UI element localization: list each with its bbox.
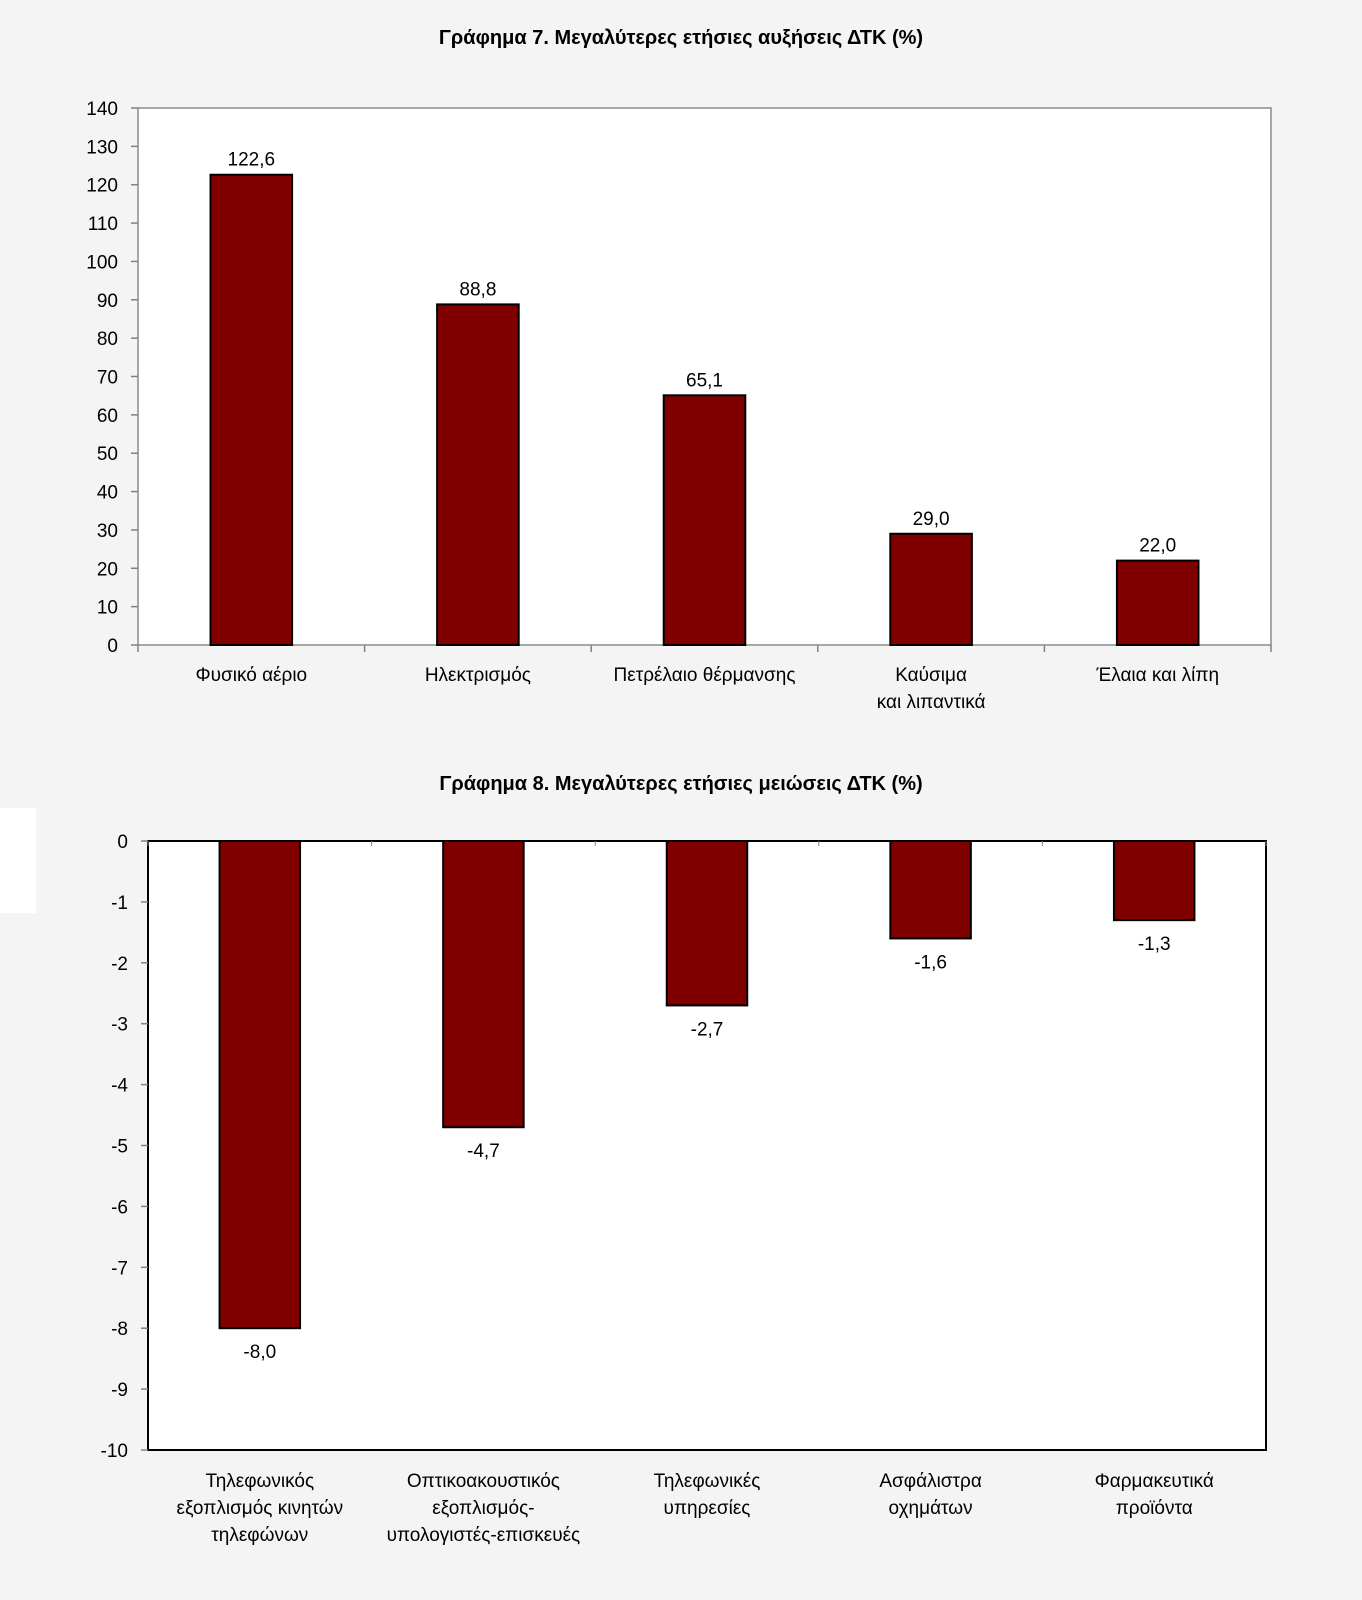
chart-7-y-tick-label: 130 bbox=[86, 137, 118, 158]
chart-8-y-tick-label: -1 bbox=[111, 893, 128, 914]
chart-8-category-label: Φαρμακευτικά προϊόντα bbox=[1095, 1471, 1214, 1519]
chart-7-y-tick-label: 40 bbox=[97, 483, 118, 504]
chart-7-y-tick-label: 110 bbox=[88, 214, 118, 235]
chart-8-y-tick-label: -10 bbox=[101, 1441, 128, 1462]
chart-7-bar bbox=[209, 173, 294, 646]
chart-8-data-label: -1,6 bbox=[914, 952, 947, 973]
chart-8-y-tick-label: -4 bbox=[111, 1076, 128, 1097]
chart-8-category-label-line: εξοπλισμός κινητών bbox=[176, 1498, 343, 1519]
chart-7-category-label-line: Φυσικό αέριο bbox=[195, 665, 307, 686]
chart-8-category-label-line: υπηρεσίες bbox=[664, 1498, 751, 1519]
chart-8-bar bbox=[889, 840, 972, 940]
chart-7-category-label-line: Καύσιμα bbox=[895, 665, 967, 686]
chart-7-category-label: Καύσιμα και λιπαντικά bbox=[877, 665, 986, 713]
chart-7-y-tick-label: 80 bbox=[97, 329, 118, 350]
chart-7-y-tick-label: 120 bbox=[86, 176, 118, 197]
chart-8-y-tick-label: -9 bbox=[111, 1380, 128, 1401]
chart-7-data-label: 65,1 bbox=[686, 370, 723, 391]
chart-7-y-tick-label: 0 bbox=[107, 636, 118, 657]
chart-8-category-label: Ασφάλιστρα οχημάτων bbox=[879, 1471, 981, 1519]
chart-7-y-tick-label: 140 bbox=[86, 99, 118, 120]
chart-8-y-tick-label: -2 bbox=[111, 954, 128, 975]
chart-7-data-label: 122,6 bbox=[228, 150, 276, 171]
chart-8-y-tick-label: -8 bbox=[111, 1319, 128, 1340]
chart-7-data-label: 88,8 bbox=[459, 279, 496, 300]
chart-7-bar bbox=[889, 532, 973, 646]
chart-8-bar bbox=[442, 840, 525, 1129]
chart-8-category-label-line: Τηλεφωνικός bbox=[205, 1471, 314, 1492]
chart-7-bar bbox=[436, 303, 520, 646]
chart-8-data-label: -8,0 bbox=[243, 1342, 276, 1363]
chart-7-bar bbox=[662, 394, 747, 647]
chart-7-title: Γράφημα 7. Μεγαλύτερες ετήσιες αυξήσεις … bbox=[438, 27, 924, 49]
chart-8-data-label: -2,7 bbox=[691, 1019, 724, 1040]
chart-8-category-label-line: υπολογιστές-επισκευές bbox=[387, 1525, 581, 1546]
chart-8-category-label-line: Τηλεφωνικές bbox=[654, 1471, 761, 1492]
chart-8-category-label-line: Οπτικοακουστικός bbox=[407, 1471, 560, 1492]
chart-7: Γράφημα 7. Μεγαλύτερες ετήσιες αυξήσεις … bbox=[0, 0, 1362, 720]
chart-8-y-tick-label: 0 bbox=[117, 832, 128, 853]
chart-7-category-label-line: Πετρέλαιο θέρμανσης bbox=[614, 665, 796, 686]
chart-7-category-label: Πετρέλαιο θέρμανσης bbox=[614, 665, 796, 686]
chart-7-category-label-line: και λιπαντικά bbox=[877, 692, 986, 713]
chart-8-category-label: Τηλεφωνικός εξοπλισμός κινητών τηλεφώνων bbox=[176, 1471, 343, 1546]
chart-7-category-label-line: Ηλεκτρισμός bbox=[425, 665, 531, 686]
chart-7-svg: 0 10 20 30 40 50 60 70 80 90 100 110 120 130 140 122,6 Φ… bbox=[86, 99, 1272, 713]
chart-8-data-label: -1,3 bbox=[1138, 934, 1171, 955]
chart-7-y-tick-label: 50 bbox=[97, 444, 118, 465]
white-margin-block bbox=[0, 808, 36, 913]
chart-8-category-label-line: Φαρμακευτικά bbox=[1095, 1471, 1214, 1492]
chart-8-data-label: -4,7 bbox=[467, 1141, 500, 1162]
chart-7-category-label: Έλαια και λίπη bbox=[1095, 665, 1219, 686]
chart-7-y-tick-label: 20 bbox=[97, 559, 118, 580]
chart-8-category-label-line: προϊόντα bbox=[1116, 1498, 1193, 1519]
chart-7-y-tick-label: 90 bbox=[97, 291, 118, 312]
chart-7-data-label: 29,0 bbox=[913, 509, 950, 530]
chart-8-bar bbox=[218, 840, 302, 1330]
chart-7-y-tick-label: 100 bbox=[86, 252, 118, 273]
chart-7-category-label-line: Έλαια και λίπη bbox=[1095, 665, 1219, 686]
chart-7-category-label: Φυσικό αέριο bbox=[195, 665, 307, 686]
chart-7-y-tick-label: 70 bbox=[97, 368, 118, 389]
chart-8-title: Γράφημα 8. Μεγαλύτερες ετήσιες μειώσεις … bbox=[439, 773, 923, 795]
chart-7-category-label: Ηλεκτρισμός bbox=[425, 665, 531, 686]
chart-8-category-label-line: Ασφάλιστρα bbox=[879, 1471, 981, 1492]
chart-8-y-tick-label: -7 bbox=[111, 1258, 128, 1279]
chart-8-category-label-line: οχημάτων bbox=[889, 1498, 973, 1519]
chart-8-bar bbox=[1112, 840, 1196, 922]
chart-8-category-label-line: εξοπλισμός- bbox=[432, 1498, 534, 1519]
chart-7-y-tick-label: 10 bbox=[97, 598, 118, 619]
chart-8-y-tick-label: -6 bbox=[111, 1197, 128, 1218]
chart-8-category-label-line: τηλεφώνων bbox=[211, 1525, 308, 1546]
chart-8-y-tick-label: -5 bbox=[111, 1137, 128, 1158]
chart-7-y-tick-label: 60 bbox=[97, 406, 118, 427]
chart-7-bar bbox=[1115, 559, 1200, 646]
chart-8-category-label: Οπτικοακουστικός εξοπλισμός-υπολογιστές-ε… bbox=[387, 1471, 581, 1546]
chart-7-data-label: 22,0 bbox=[1139, 536, 1176, 557]
chart-7-y-tick-label: 30 bbox=[97, 521, 118, 542]
chart-8-bar bbox=[665, 840, 749, 1007]
chart-8-y-tick-label: -3 bbox=[111, 1015, 128, 1036]
chart-8-category-label: Τηλεφωνικές υπηρεσίες bbox=[654, 1471, 761, 1519]
